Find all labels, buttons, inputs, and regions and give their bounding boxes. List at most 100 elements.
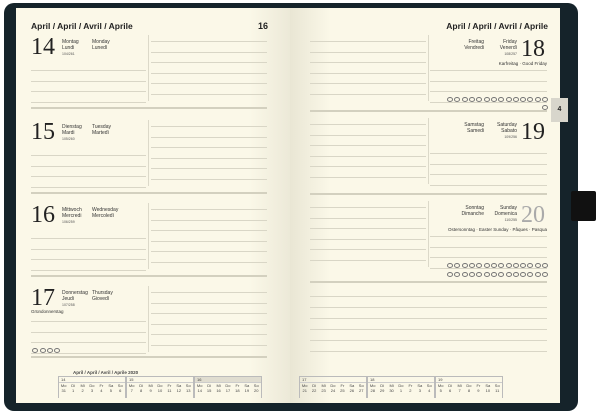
writing-line[interactable] [310, 259, 426, 261]
writing-line[interactable] [430, 91, 547, 92]
calendar-day[interactable]: 28 [370, 388, 375, 393]
writing-line[interactable] [151, 41, 267, 42]
writing-line[interactable] [310, 134, 426, 136]
writing-line[interactable] [430, 153, 547, 154]
writing-line[interactable] [31, 269, 146, 271]
writing-line[interactable] [31, 321, 146, 322]
writing-line[interactable] [31, 176, 146, 177]
calendar-day[interactable]: 8 [140, 388, 143, 393]
writing-line[interactable] [151, 292, 267, 293]
writing-line[interactable] [31, 101, 146, 103]
writing-line[interactable] [31, 331, 146, 333]
calendar-day[interactable]: 23 [321, 388, 326, 393]
calendar-day[interactable]: 19 [244, 388, 250, 393]
calendar-day[interactable]: 5 [439, 388, 442, 393]
writing-line[interactable] [310, 207, 426, 208]
writing-line[interactable] [310, 166, 426, 167]
calendar-day[interactable]: 3 [418, 388, 421, 393]
calendar-day[interactable]: 7 [130, 388, 133, 393]
writing-line[interactable] [151, 51, 267, 53]
writing-line[interactable] [151, 240, 267, 242]
writing-line[interactable] [151, 136, 267, 138]
writing-line[interactable] [310, 124, 426, 125]
writing-line[interactable] [430, 70, 547, 71]
calendar-day[interactable]: 18 [235, 388, 240, 393]
calendar-day[interactable]: 11 [167, 388, 172, 393]
calendar-day[interactable]: 16 [216, 388, 221, 393]
calendar-day[interactable]: 20 [254, 388, 259, 393]
calendar-day[interactable]: 9 [477, 388, 480, 393]
writing-line[interactable] [310, 351, 547, 352]
writing-line[interactable] [151, 72, 267, 74]
calendar-day[interactable]: 24 [330, 388, 336, 393]
writing-line[interactable] [430, 236, 547, 237]
writing-line[interactable] [151, 157, 267, 159]
writing-line[interactable] [430, 101, 547, 103]
calendar-day[interactable]: 6 [449, 388, 452, 393]
writing-line[interactable] [31, 342, 146, 343]
writing-line[interactable] [310, 228, 426, 229]
calendar-day[interactable]: 31 [61, 388, 66, 393]
writing-line[interactable] [31, 238, 146, 239]
writing-line[interactable] [151, 83, 267, 84]
writing-line[interactable] [310, 145, 426, 146]
calendar-day[interactable]: 29 [379, 388, 385, 393]
writing-line[interactable] [151, 62, 267, 63]
writing-line[interactable] [310, 307, 547, 308]
writing-line[interactable] [151, 323, 267, 325]
writing-line[interactable] [151, 230, 267, 231]
writing-line[interactable] [310, 249, 426, 250]
writing-line[interactable] [151, 147, 267, 148]
writing-line[interactable] [430, 246, 547, 248]
calendar-day[interactable]: 6 [119, 388, 122, 393]
writing-line[interactable] [31, 165, 146, 167]
calendar-day[interactable]: 1 [399, 388, 403, 393]
writing-line[interactable] [31, 186, 146, 188]
calendar-day[interactable]: 25 [340, 388, 345, 393]
writing-line[interactable] [310, 93, 426, 95]
calendar-day[interactable]: 10 [157, 388, 163, 393]
writing-line[interactable] [430, 80, 547, 82]
writing-line[interactable] [151, 126, 267, 127]
calendar-day[interactable]: 12 [176, 388, 182, 393]
calendar-day[interactable]: 9 [149, 388, 152, 393]
calendar-day[interactable]: 2 [81, 388, 84, 393]
writing-line[interactable] [310, 83, 426, 84]
writing-line[interactable] [151, 334, 267, 335]
calendar-day[interactable]: 11 [495, 388, 500, 393]
writing-line[interactable] [310, 217, 426, 219]
calendar-day[interactable]: 14 [197, 388, 202, 393]
writing-line[interactable] [151, 302, 267, 304]
writing-line[interactable] [430, 267, 547, 269]
writing-line[interactable] [430, 184, 547, 186]
writing-line[interactable] [310, 176, 426, 178]
writing-line[interactable] [151, 93, 267, 95]
calendar-day[interactable]: 27 [359, 388, 364, 393]
writing-line[interactable] [310, 51, 426, 53]
calendar-day[interactable]: 22 [311, 388, 317, 393]
calendar-day[interactable]: 15 [206, 388, 212, 393]
writing-line[interactable] [31, 259, 146, 260]
writing-line[interactable] [31, 352, 146, 354]
calendar-day[interactable]: 8 [467, 388, 471, 393]
writing-line[interactable] [310, 62, 426, 63]
writing-line[interactable] [310, 41, 426, 42]
writing-line[interactable] [310, 72, 426, 74]
calendar-day[interactable]: 3 [90, 388, 94, 393]
writing-line[interactable] [31, 91, 146, 92]
writing-line[interactable] [310, 318, 547, 319]
calendar-day[interactable]: 13 [186, 388, 191, 393]
calendar-day[interactable]: 7 [458, 388, 461, 393]
writing-line[interactable] [151, 251, 267, 252]
writing-line[interactable] [151, 219, 267, 221]
writing-line[interactable] [310, 238, 426, 240]
writing-line[interactable] [151, 168, 267, 169]
writing-line[interactable] [430, 174, 547, 175]
writing-line[interactable] [310, 340, 547, 341]
writing-line[interactable] [151, 209, 267, 210]
calendar-day[interactable]: 30 [389, 388, 394, 393]
month-tab[interactable]: 4 [551, 98, 568, 122]
calendar-day[interactable]: 2 [409, 388, 412, 393]
calendar-day[interactable]: 4 [428, 388, 431, 393]
calendar-day[interactable]: 21 [302, 388, 307, 393]
